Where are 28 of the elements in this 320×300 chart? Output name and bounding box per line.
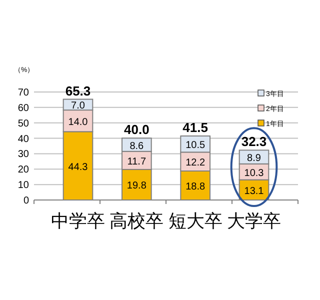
x-tick-label: 大学卒: [227, 211, 281, 231]
y-tick-label: 0: [23, 196, 30, 206]
y-tick-label: 50: [18, 118, 30, 130]
data-label: 11.7: [127, 156, 146, 168]
data-label: 14.0: [68, 116, 88, 128]
y-tick-label: 40: [18, 134, 30, 145]
total-label: 41.5: [182, 120, 208, 135]
data-label: 12.2: [186, 158, 206, 169]
data-label: 13.1: [244, 186, 264, 197]
y-tick-label: 60: [18, 102, 30, 114]
data-label: 19.8: [126, 180, 147, 192]
y-tick-label: 70: [18, 88, 30, 98]
data-label: 44.3: [68, 162, 88, 173]
data-label: 10.3: [244, 168, 264, 179]
data-label: 8.9: [247, 153, 262, 164]
data-label: 8.6: [130, 140, 144, 152]
data-label: 7.0: [71, 100, 86, 112]
y-tick-label: 30: [18, 149, 30, 160]
data-label: 10.5: [186, 140, 206, 152]
x-tick-label: 高校卒: [110, 211, 164, 231]
y-tick-label: 10: [18, 180, 30, 192]
total-label: 65.3: [65, 83, 91, 98]
y-tick-label: 20: [18, 164, 30, 176]
x-tick-label: 短大卒: [168, 211, 222, 231]
data-label: 18.8: [186, 181, 206, 192]
total-label: 32.3: [241, 134, 267, 150]
total-label: 40.0: [124, 122, 150, 138]
x-tick-label: 中学卒: [51, 211, 105, 231]
